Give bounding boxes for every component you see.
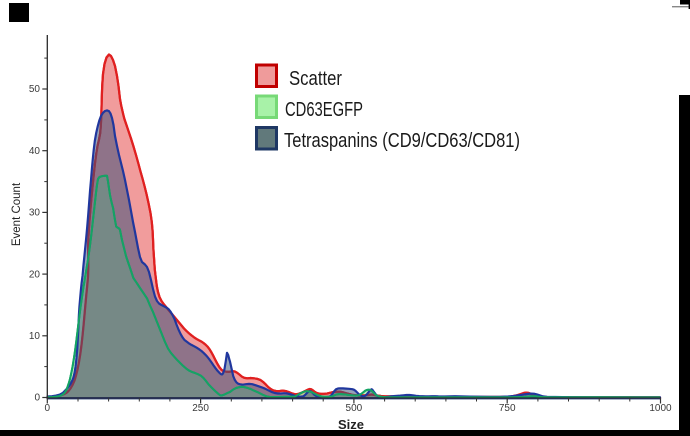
svg-text:500: 500 <box>346 403 363 414</box>
svg-text:750: 750 <box>499 403 516 414</box>
svg-text:CD63EGFP: CD63EGFP <box>285 98 363 121</box>
svg-text:Scatter: Scatter <box>289 67 342 90</box>
svg-text:30: 30 <box>29 208 41 219</box>
svg-text:50: 50 <box>29 84 41 95</box>
svg-text:40: 40 <box>29 146 41 157</box>
svg-text:Event Count: Event Count <box>11 182 23 246</box>
svg-text:1000: 1000 <box>649 403 672 414</box>
svg-text:Tetraspanins (CD9/CD63/CD81): Tetraspanins (CD9/CD63/CD81) <box>284 129 520 152</box>
svg-text:250: 250 <box>192 403 209 414</box>
svg-text:0: 0 <box>45 403 51 414</box>
svg-text:10: 10 <box>29 331 41 342</box>
svg-text:0: 0 <box>34 393 40 404</box>
svg-text:20: 20 <box>29 269 41 280</box>
svg-text:Size: Size <box>338 417 364 432</box>
